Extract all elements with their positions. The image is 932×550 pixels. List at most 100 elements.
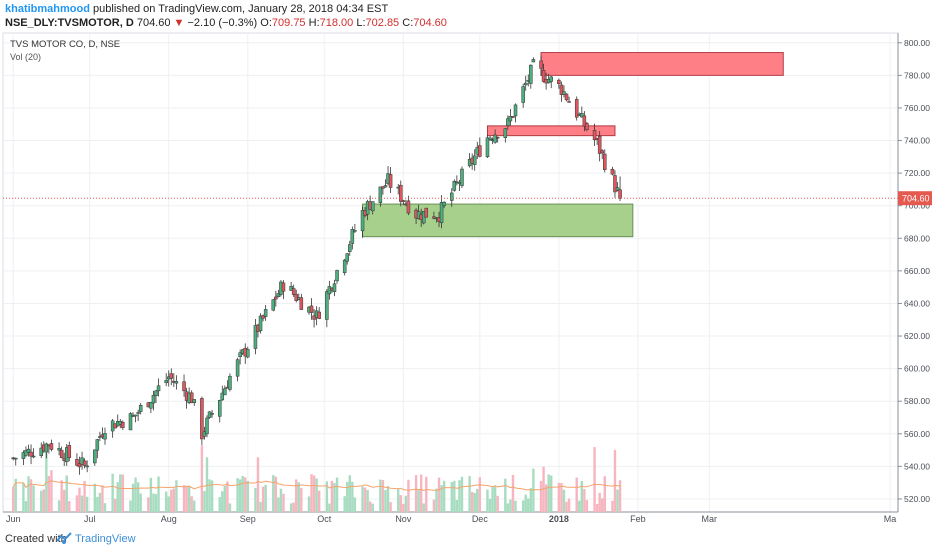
candle-body: [154, 390, 158, 396]
volume-bar: [442, 480, 446, 512]
candle: [335, 269, 339, 284]
candle-body: [442, 201, 446, 206]
candle: [274, 290, 278, 307]
candle-body: [452, 180, 457, 191]
volume-bar: [185, 485, 188, 512]
candle: [493, 129, 497, 144]
volume-bar: [119, 474, 122, 512]
candle-body: [342, 259, 347, 273]
candle: [381, 186, 385, 195]
volume-bar: [532, 468, 535, 512]
candle: [342, 258, 347, 276]
x-tick-label: Jul: [84, 514, 96, 524]
volume-bar: [282, 493, 285, 512]
volume-bar: [42, 489, 45, 512]
candle-body: [26, 448, 31, 453]
volume-bar: [32, 485, 35, 512]
candle-body: [274, 296, 278, 300]
candle: [253, 319, 258, 355]
close-value: 704.60: [413, 17, 447, 29]
volume-bar: [170, 489, 173, 512]
volume-bar: [24, 501, 28, 512]
candle: [136, 409, 140, 421]
volume-bar: [256, 457, 260, 512]
candle-body: [246, 349, 250, 358]
tradingview-brand[interactable]: TradingView: [75, 533, 136, 545]
candle: [567, 96, 571, 103]
volume-bar: [366, 490, 369, 512]
volume-bar: [562, 489, 566, 512]
candle-body: [549, 76, 553, 82]
volume-bar: [274, 476, 278, 512]
price-chart[interactable]: 520.00 540.00 560.00 580.00 600.00 620.00 640.…: [0, 0, 932, 528]
zone-red: [486, 125, 616, 137]
candle-body: [615, 187, 620, 191]
volume-bar: [152, 493, 155, 512]
candle-body: [169, 373, 174, 379]
author-link[interactable]: khatibmahmood: [5, 3, 90, 15]
candle: [261, 314, 265, 322]
plot-area: [2, 32, 899, 513]
candle-body: [388, 174, 393, 188]
volume-bar: [544, 484, 548, 512]
candle-body: [189, 392, 194, 404]
candle-body: [223, 388, 227, 396]
candle: [263, 305, 268, 321]
volume-bar: [289, 503, 293, 512]
candle-body: [29, 451, 33, 457]
y-tick-label: 620.00: [904, 331, 930, 341]
volume-bar: [172, 488, 176, 512]
candle: [503, 128, 508, 143]
volume-bar: [27, 476, 30, 512]
candle: [450, 188, 454, 207]
y-tick-label: 560.00: [904, 429, 930, 439]
candle: [506, 115, 510, 130]
candle-body: [164, 380, 168, 383]
volume-bar: [440, 485, 443, 512]
volume-bar: [386, 486, 390, 512]
candle: [353, 224, 357, 234]
volume-bar: [139, 493, 142, 512]
volume-bar: [473, 493, 476, 512]
volume-bar: [368, 501, 372, 512]
candle-body: [228, 375, 232, 390]
candle-body: [432, 216, 436, 219]
volume-bar: [312, 475, 316, 512]
candle-body: [258, 315, 263, 332]
volume-bar: [379, 479, 382, 512]
candle-body: [235, 359, 240, 377]
candle-body: [348, 244, 352, 252]
candle-body: [541, 69, 546, 82]
volume-bar: [68, 501, 71, 512]
candle-body: [439, 202, 444, 224]
candle: [31, 448, 36, 459]
candle: [235, 357, 240, 382]
volume-bar: [335, 477, 339, 512]
candle-body: [44, 443, 49, 453]
volume-bar: [468, 475, 471, 512]
y-tick-label: 660.00: [904, 266, 930, 276]
candle: [549, 75, 553, 89]
candle: [360, 206, 365, 238]
zone-red: [540, 52, 784, 76]
candle: [156, 378, 161, 397]
volume-bar: [399, 495, 402, 512]
volume-bar: [315, 478, 318, 512]
y-tick-label: 680.00: [904, 233, 930, 243]
symbol-label: NSE_DLY:TVSMOTOR, D: [5, 17, 134, 29]
candle: [345, 252, 349, 265]
candle-body: [506, 118, 510, 126]
candle: [350, 226, 355, 250]
volume-bar: [460, 476, 464, 512]
volume-bar: [618, 480, 622, 512]
candle: [600, 149, 604, 160]
volume-bar: [425, 476, 428, 512]
candle: [128, 412, 133, 431]
x-tick-label: Oct: [317, 514, 332, 524]
candle: [44, 442, 49, 459]
candle: [585, 121, 589, 132]
candle: [220, 385, 225, 401]
volume-bar: [348, 475, 351, 512]
candle: [523, 75, 528, 91]
candle: [182, 374, 186, 397]
